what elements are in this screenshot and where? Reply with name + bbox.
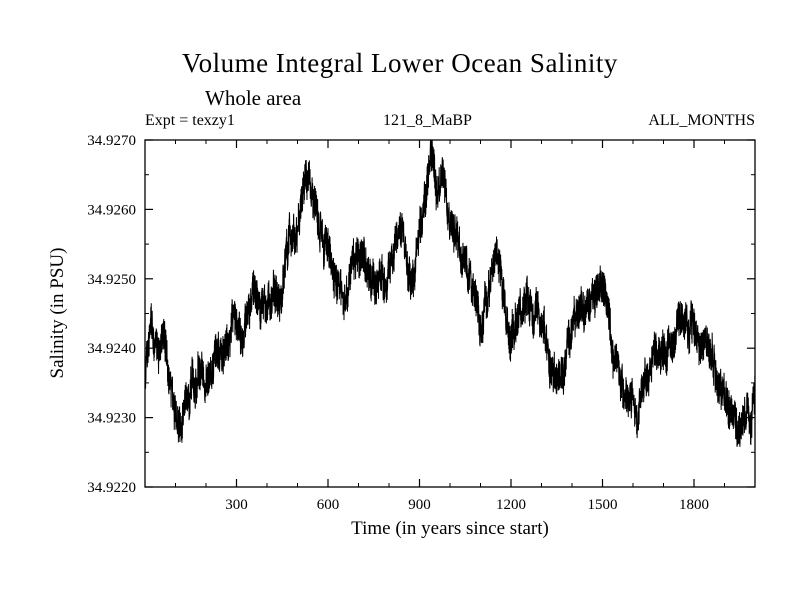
svg-text:300: 300 — [225, 497, 248, 513]
svg-text:34.9270: 34.9270 — [87, 133, 136, 149]
annotation-period: 121_8_MaBP — [383, 112, 472, 129]
svg-text:34.9230: 34.9230 — [87, 411, 136, 427]
svg-text:34.9220: 34.9220 — [87, 480, 136, 496]
chart-subtitle: Whole area — [205, 86, 302, 110]
x-axis-label: Time (in years since start) — [351, 518, 549, 539]
chart-title: Volume Integral Lower Ocean Salinity — [182, 48, 618, 78]
svg-text:1200: 1200 — [496, 497, 526, 513]
svg-text:34.9260: 34.9260 — [87, 202, 136, 218]
svg-text:34.9250: 34.9250 — [87, 272, 136, 288]
svg-text:1800: 1800 — [679, 497, 709, 513]
svg-text:1500: 1500 — [588, 497, 618, 513]
svg-text:600: 600 — [317, 497, 340, 513]
annotation-experiment: Expt = texzy1 — [145, 112, 235, 129]
svg-text:34.9240: 34.9240 — [87, 341, 136, 357]
annotation-months: ALL_MONTHS — [648, 112, 755, 129]
svg-text:900: 900 — [408, 497, 431, 513]
